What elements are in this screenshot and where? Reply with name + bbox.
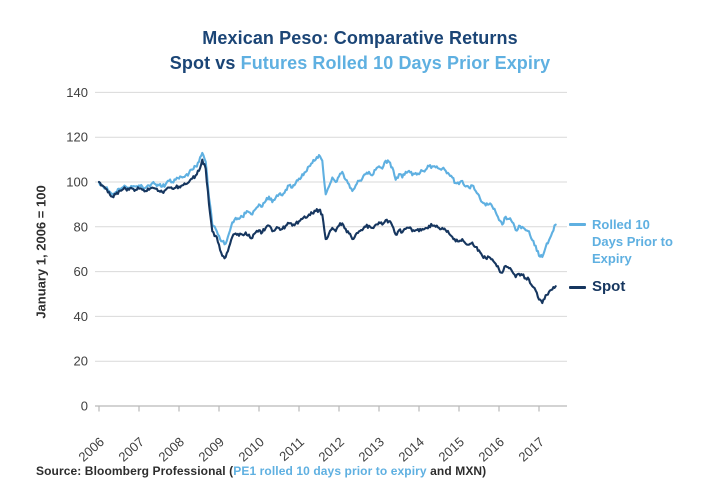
y-tick-label: 0 — [81, 399, 88, 414]
y-tick-label: 60 — [74, 264, 88, 279]
chart-title-line2: Spot vs Futures Rolled 10 Days Prior Exp… — [0, 51, 720, 76]
legend-spot-label: Spot — [592, 278, 626, 295]
source-highlight: PE1 rolled 10 days prior to expiry — [233, 464, 427, 478]
legend-futures: Rolled 10 Days Prior to Expiry — [569, 216, 673, 267]
legend-futures-line1: Rolled 10 — [592, 217, 650, 232]
source-note: Source: Bloomberg Professional (PE1 roll… — [36, 464, 486, 478]
legend-futures-line2: Days Prior to — [592, 234, 673, 249]
legend-spot: Spot — [569, 278, 625, 296]
x-tick-label: 2015 — [435, 434, 467, 464]
y-axis-title: January 1, 2006 = 100 — [33, 185, 49, 319]
source-prefix: Source: Bloomberg Professional ( — [36, 464, 234, 478]
legend-futures-dash-icon — [569, 223, 586, 226]
x-tick-label: 2007 — [115, 434, 147, 464]
x-tick-label: 2011 — [276, 434, 307, 464]
chart-title: Mexican Peso: Comparative Returns Spot v… — [0, 26, 720, 76]
y-tick-label: 100 — [66, 175, 88, 190]
legend-futures-label: Rolled 10 Days Prior to Expiry — [592, 216, 673, 267]
y-tick-label: 120 — [66, 130, 88, 145]
chart-title-line2-light: Futures Rolled 10 Days Prior Expiry — [240, 53, 551, 73]
y-tick-label: 80 — [74, 219, 88, 234]
y-tick-label: 140 — [66, 85, 88, 100]
chart-title-line2-dark: Spot vs — [169, 53, 241, 73]
futures-line — [97, 151, 557, 259]
source-suffix: and MXN) — [426, 464, 487, 478]
x-tick-label: 2013 — [355, 434, 387, 464]
legend-futures-line3: Expiry — [592, 251, 632, 266]
legend-spot-dash-icon — [569, 286, 586, 289]
x-tick-label: 2017 — [515, 434, 547, 464]
x-tick-label: 2014 — [395, 434, 427, 464]
x-tick-label: 2009 — [195, 434, 227, 464]
x-tick-label: 2010 — [235, 434, 267, 464]
chart-title-line1: Mexican Peso: Comparative Returns — [202, 28, 518, 48]
y-tick-label: 40 — [74, 309, 88, 324]
x-tick-label: 2008 — [155, 434, 187, 464]
spot-line — [97, 158, 557, 305]
x-tick-label: 2012 — [315, 434, 347, 464]
x-tick-label: 2016 — [475, 434, 507, 464]
y-tick-label: 20 — [74, 354, 88, 369]
x-tick-label: 2006 — [75, 434, 107, 464]
